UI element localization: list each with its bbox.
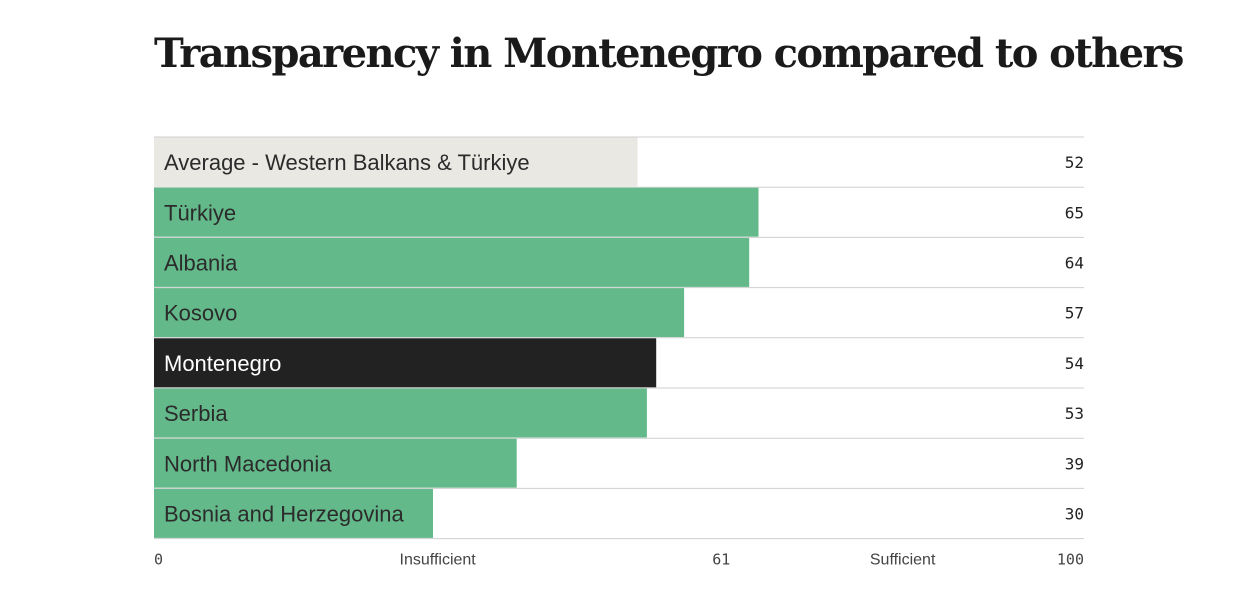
bar-6 [154,438,517,488]
bar-value-label: 65 [1065,203,1084,222]
bar-0 [154,137,638,187]
bar-label: Türkiye [164,200,236,225]
axis-tick-label: 0 [154,551,163,569]
bar-label: Bosnia and Herzegovina [164,502,404,527]
bar-value-label: 54 [1065,354,1084,373]
bar-value-label: 30 [1065,505,1084,524]
bar-3 [154,288,685,338]
chart-title: Transparency in Montenegro compared to o… [154,30,1184,77]
axis-tick-label: 100 [1057,551,1084,569]
bar-value-label: 39 [1065,454,1084,473]
axis-tick-label: 61 [712,551,730,569]
bar-4 [154,338,657,388]
bar-value-label: 52 [1065,153,1084,172]
bar-2 [154,237,750,287]
bar-value-label: 64 [1065,254,1084,273]
bar-label: Kosovo [164,301,237,326]
bar-label: Albania [164,251,238,276]
bar-value-label: 53 [1065,404,1084,423]
bar-5 [154,388,647,438]
axis-tick-label: Sufficient [870,552,936,569]
bar-label: Serbia [164,401,228,426]
bar-label: Montenegro [164,351,281,376]
bar-label: Average - Western Balkans & Türkiye [164,150,530,175]
bar-label: North Macedonia [164,451,332,476]
bar-7 [154,488,433,538]
bar-value-label: 57 [1065,304,1084,323]
axis-tick-label: Insufficient [400,552,477,569]
bar-1 [154,187,759,237]
